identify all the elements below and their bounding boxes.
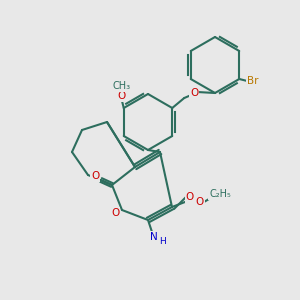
Text: H: H xyxy=(159,238,165,247)
Text: O: O xyxy=(190,88,198,98)
Text: O: O xyxy=(118,91,126,101)
Text: O: O xyxy=(91,171,99,181)
Text: C₂H₅: C₂H₅ xyxy=(209,189,231,199)
Text: O: O xyxy=(196,197,204,207)
Text: N: N xyxy=(150,232,158,242)
Text: O: O xyxy=(111,208,119,218)
Text: CH₃: CH₃ xyxy=(113,81,131,91)
Text: O: O xyxy=(186,192,194,202)
Text: Br: Br xyxy=(248,76,259,86)
